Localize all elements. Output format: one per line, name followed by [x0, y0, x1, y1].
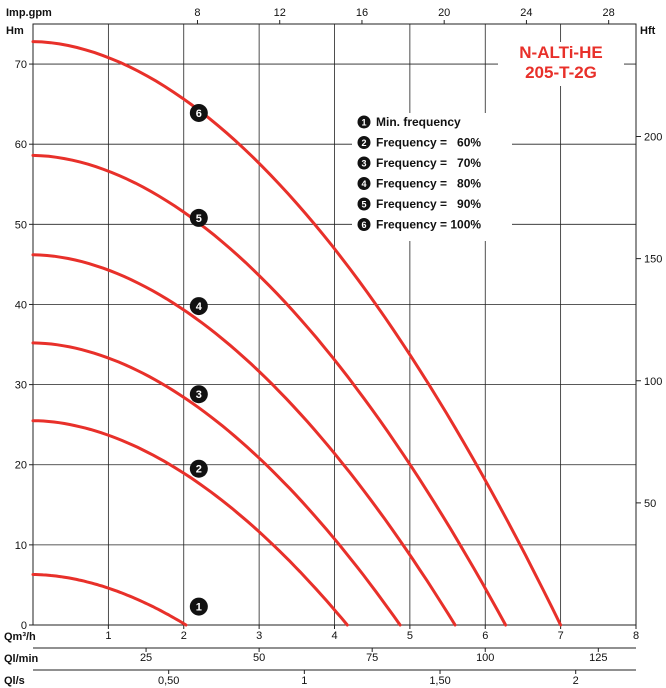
y-left-tick-label: 70 — [15, 59, 27, 71]
curves — [31, 40, 563, 627]
legend-background — [352, 113, 512, 241]
curve-badge-3 — [189, 385, 208, 404]
legend-marker-6 — [357, 218, 371, 231]
curve-badge-number-5: 5 — [196, 213, 202, 225]
y-right-tick-label: 150 — [644, 254, 662, 266]
legend-marker-2 — [357, 136, 371, 149]
legend-marker-number-4: 4 — [361, 179, 366, 189]
y-left-tick-label: 0 — [21, 620, 27, 632]
title-line-1: N-ALTi-HE — [519, 43, 602, 62]
legend-marker-4 — [357, 177, 371, 190]
legend-marker-number-5: 5 — [361, 200, 366, 210]
curve-badges: 1 2 3 4 5 6 — [189, 103, 208, 616]
y-left-tick-label: 60 — [15, 139, 27, 151]
x-ls-tick-label: 2 — [573, 675, 579, 687]
legend-marker-number-6: 6 — [361, 220, 366, 230]
legend-marker-number-3: 3 — [361, 159, 366, 169]
curve-badge-6 — [189, 103, 208, 122]
x-main-tick-label: 4 — [331, 630, 337, 642]
x-lmin-tick-label: 25 — [140, 652, 152, 664]
x-ls-tick-label: 1,50 — [429, 675, 450, 687]
x-lmin-tick-label: 75 — [366, 652, 378, 664]
curve-badge-number-2: 2 — [196, 464, 202, 476]
curve-1 — [31, 573, 188, 627]
x-main-tick-label: 7 — [558, 630, 564, 642]
legend-marker-1 — [357, 115, 371, 129]
y-left-tick-label: 20 — [15, 460, 27, 472]
x-main-unit: Qm³/h — [4, 631, 36, 643]
legend-marker-number-1: 1 — [361, 118, 366, 128]
legend-label-3: Frequency = 70% — [376, 156, 481, 170]
legend-label-6: Frequency = 100% — [376, 218, 481, 232]
curve-badge-number-3: 3 — [196, 389, 202, 401]
y-right-tick-label: 100 — [644, 376, 662, 388]
x-main-tick-label: 1 — [105, 630, 111, 642]
legend-marker-5 — [357, 197, 371, 211]
curve-badge-number-6: 6 — [196, 108, 202, 120]
x-lmin-tick-label: 50 — [253, 652, 265, 664]
x-main-tick-label: 8 — [633, 630, 639, 642]
curve-badge-5 — [189, 208, 208, 227]
x-main-tick-label: 2 — [181, 630, 187, 642]
legend-label-4: Frequency = 80% — [376, 177, 481, 191]
grid — [32, 23, 637, 626]
legend-label-5: Frequency = 90% — [376, 197, 481, 211]
legend-label-2: Frequency = 60% — [376, 136, 481, 150]
x-top-tick-label: 24 — [520, 7, 532, 19]
legend: 1 Min. frequency 2 Frequency = 60% 3 Frequenc… — [352, 113, 512, 241]
legend-marker-number-2: 2 — [361, 138, 366, 148]
curve-4 — [31, 253, 457, 627]
curve-3 — [31, 341, 402, 627]
y-right-tick-label: 50 — [644, 498, 656, 510]
x-main-tick-label: 6 — [482, 630, 488, 642]
x-main-tick-label: 5 — [407, 630, 413, 642]
x-top-tick-label: 16 — [356, 7, 368, 19]
x-ls-tick-label: 1 — [301, 675, 307, 687]
legend-marker-3 — [357, 156, 371, 170]
title-background — [498, 42, 624, 86]
x-lmin-tick-label: 125 — [589, 652, 607, 664]
curve-badge-number-4: 4 — [196, 301, 203, 313]
y-left-unit: Hm — [6, 25, 24, 37]
y-left-tick-label: 50 — [15, 219, 27, 231]
curve-badge-number-1: 1 — [196, 602, 202, 614]
y-left-tick-label: 30 — [15, 380, 27, 392]
curve-badge-4 — [189, 297, 208, 316]
y-right-unit: Hft — [640, 25, 656, 37]
curve-6 — [31, 40, 563, 627]
curve-5 — [31, 153, 508, 627]
x-top-tick-label: 8 — [194, 7, 200, 19]
y-left-tick-label: 10 — [15, 540, 27, 552]
legend-label-1: Min. frequency — [376, 115, 461, 129]
x-ls-tick-label: 0,50 — [158, 675, 179, 687]
x-lmin-tick-label: 100 — [476, 652, 494, 664]
x-main-tick-label: 3 — [256, 630, 262, 642]
y-right-tick-label: 200 — [644, 132, 662, 144]
x-lmin-unit: Ql/min — [4, 653, 39, 665]
curve-badge-1 — [189, 597, 208, 616]
x-top-tick-label: 28 — [603, 7, 615, 19]
x-ls-unit: Ql/s — [4, 675, 25, 687]
x-top-tick-label: 20 — [438, 7, 450, 19]
curve-badge-2 — [189, 459, 208, 478]
y-left-tick-label: 40 — [15, 299, 27, 311]
title-line-2: 205-T-2G — [525, 63, 597, 82]
x-top-unit: Imp.gpm — [6, 7, 52, 19]
x-top-tick-label: 12 — [274, 7, 286, 19]
curve-2 — [31, 419, 349, 627]
